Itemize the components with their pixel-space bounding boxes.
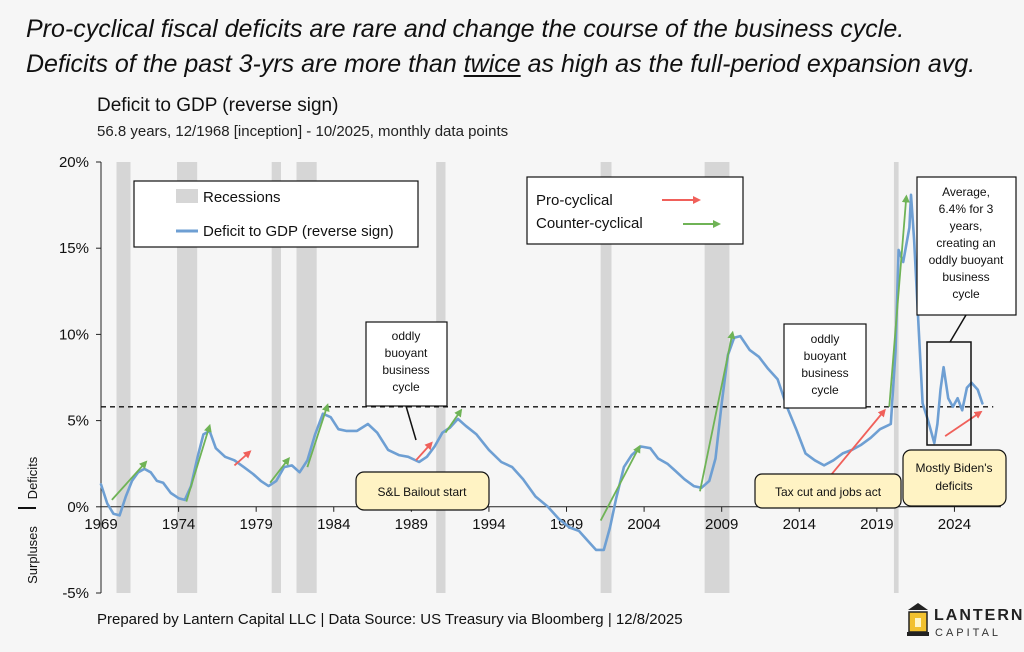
- pro-cyclical-arrow: [233, 450, 252, 467]
- svg-text:business: business: [382, 363, 429, 377]
- svg-text:oddly: oddly: [392, 329, 421, 343]
- svg-text:cycle: cycle: [392, 380, 420, 394]
- svg-text:cycle: cycle: [811, 383, 839, 397]
- legend-recession-swatch: [176, 189, 198, 203]
- counter-cyclical-arrow: [185, 423, 212, 502]
- svg-text:buoyant: buoyant: [804, 349, 847, 363]
- x-tick-label: 2014: [783, 516, 816, 533]
- recession-band: [271, 162, 281, 593]
- annotation-snl: S&L Bailout start: [355, 471, 490, 511]
- y-tick-label: 5%: [67, 413, 89, 430]
- x-tick-label: 1994: [472, 516, 505, 533]
- annotation-biden: Mostly Biden's deficits: [902, 449, 1007, 507]
- legend-arrow-box: Pro-cyclical Counter-cyclical: [526, 176, 744, 245]
- counter-cyclical-arrow: [111, 460, 148, 501]
- y-tick-label: 0%: [67, 499, 89, 516]
- legend-counter-label: Counter-cyclical: [536, 215, 643, 232]
- deficit-series-line: [99, 193, 984, 552]
- counter-cyclical-arrow: [599, 444, 641, 522]
- svg-text:Average,: Average,: [942, 185, 990, 199]
- svg-text:Tax cut and jobs act: Tax cut and jobs act: [775, 485, 882, 499]
- x-tick-label: 1969: [84, 516, 117, 533]
- svg-text:S&L Bailout start: S&L Bailout start: [378, 485, 468, 499]
- logo-sub: CAPITAL: [935, 627, 1001, 639]
- x-tick-label: 2009: [705, 516, 738, 533]
- counter-cyclical-arrow: [699, 330, 736, 492]
- footer-source: Prepared by Lantern Capital LLC | Data S…: [97, 611, 683, 628]
- annotation-buoyant-2: oddly buoyant business cycle: [783, 323, 867, 409]
- recession-band: [893, 162, 899, 593]
- lantern-logo: LANTERN CAPITAL: [907, 603, 1024, 639]
- legend-series-box: Recessions Deficit to GDP (reverse sign): [133, 180, 419, 248]
- x-tick-label: 1989: [395, 516, 428, 533]
- x-tick-label: 2019: [860, 516, 893, 533]
- headline-line-2-post: as high as the full-period expansion avg…: [520, 50, 976, 78]
- lantern-icon: [907, 603, 929, 636]
- svg-text:creating an: creating an: [936, 236, 995, 250]
- svg-text:years,: years,: [950, 219, 983, 233]
- recession-band: [600, 162, 612, 593]
- svg-text:oddly buoyant: oddly buoyant: [929, 253, 1004, 267]
- biden-period-box: [926, 341, 972, 446]
- annotation-buoyant-1: oddly buoyant business cycle: [365, 321, 448, 441]
- logo-name: LANTERN: [934, 607, 1024, 624]
- counter-cyclical-arrow: [306, 403, 330, 468]
- svg-text:deficits: deficits: [935, 479, 972, 493]
- counter-cyclical-arrow: [888, 194, 910, 407]
- x-tick-label: 2004: [627, 516, 660, 533]
- legend-series-label: Deficit to GDP (reverse sign): [203, 223, 394, 240]
- counter-cyclical-arrow: [444, 408, 463, 434]
- x-tick-label: 1979: [239, 516, 272, 533]
- x-tick-label: 1984: [317, 516, 350, 533]
- annotation-average: Average, 6.4% for 3 years, creating an o…: [916, 176, 1017, 343]
- x-tick-label: 2024: [938, 516, 971, 533]
- recession-bands: [116, 162, 899, 593]
- legend-pro-label: Pro-cyclical: [536, 192, 613, 209]
- svg-text:Mostly Biden's: Mostly Biden's: [916, 461, 993, 475]
- chart-subtitle: 56.8 years, 12/1968 [inception] - 10/202…: [97, 123, 509, 140]
- annotation-tax: Tax cut and jobs act: [754, 473, 902, 509]
- x-tick-label: 1974: [162, 516, 195, 533]
- legend-recessions-label: Recessions: [203, 189, 281, 206]
- pro-cyclical-arrow: [829, 408, 886, 477]
- svg-text:business: business: [942, 270, 989, 284]
- svg-text:oddly: oddly: [811, 332, 840, 346]
- headline-line-2: Deficits of the past 3-yrs are more than…: [26, 47, 1006, 82]
- headline-line-1: Pro-cyclical fiscal deficits are rare an…: [26, 15, 905, 43]
- headline-line-2-pre: Deficits of the past 3-yrs are more than: [26, 50, 464, 78]
- y-side-label-deficits: Deficits: [25, 456, 40, 499]
- y-tick-label: 20%: [59, 154, 89, 171]
- series-layer: [99, 193, 984, 552]
- y-tick-label: 15%: [59, 240, 89, 257]
- recession-band: [116, 162, 131, 593]
- headline: Pro-cyclical fiscal deficits are rare an…: [26, 12, 1006, 82]
- y-side-label-surpluses: Surpluses: [25, 526, 40, 584]
- recession-band: [296, 162, 317, 593]
- counter-cyclical-arrow: [269, 456, 290, 484]
- svg-text:buoyant: buoyant: [385, 346, 428, 360]
- pro-cyclical-arrow: [944, 410, 983, 437]
- headline-underline: twice: [463, 50, 521, 78]
- chart-title: Deficit to GDP (reverse sign): [97, 95, 339, 116]
- y-tick-label: -5%: [62, 585, 89, 602]
- svg-text:6.4% for 3: 6.4% for 3: [939, 202, 994, 216]
- svg-text:business: business: [801, 366, 848, 380]
- svg-text:cycle: cycle: [952, 287, 980, 301]
- pro-cyclical-arrow: [415, 441, 433, 461]
- cycle-arrows: [111, 194, 983, 522]
- y-tick-label: 10%: [59, 326, 89, 343]
